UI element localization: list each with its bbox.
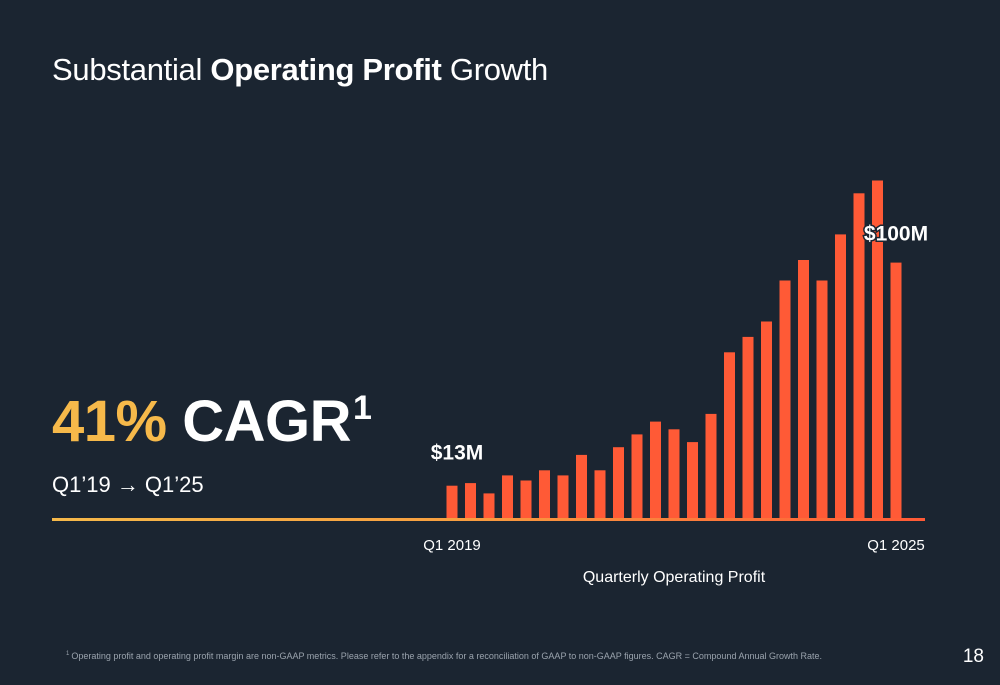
bar-q20 — [798, 260, 809, 519]
bar-q22 — [835, 234, 846, 519]
bar-q7 — [557, 475, 569, 519]
title-emphasis: Operating Profit — [210, 52, 442, 87]
bar-q9 — [594, 470, 606, 519]
bar-q4 — [502, 475, 513, 519]
cagr-value: 41% — [52, 389, 167, 454]
data-label-last: $100M — [864, 223, 928, 246]
footnote: 1 Operating profit and operating profit m… — [66, 651, 822, 661]
bar-data-labels: $13M $100M — [431, 221, 930, 465]
bar-q11 — [631, 434, 643, 519]
bar-q16 — [724, 352, 735, 519]
title-suffix: Growth — [441, 52, 548, 87]
bar-q6 — [539, 470, 550, 519]
footnote-mark: 1 — [66, 651, 70, 657]
bar-q1 — [446, 485, 458, 519]
chart-baseline — [52, 518, 925, 521]
data-label-first: $13M — [431, 442, 484, 465]
bar-q19 — [779, 280, 791, 519]
bar-q18 — [761, 321, 772, 519]
bar-q25 — [890, 262, 902, 519]
operating-profit-chart: $13M $100M Q1 2019 Q1 2025 Quarterly Oper… — [52, 180, 930, 586]
x-tick-first: Q1 2019 — [423, 537, 481, 554]
title-prefix: Substantial — [52, 52, 211, 87]
cagr-period: Q1’19 → Q1’25 — [52, 472, 204, 497]
bar-q3 — [483, 493, 495, 519]
bar-q23 — [853, 193, 865, 520]
cagr-footnote-mark: 1 — [353, 389, 372, 427]
bar-q17 — [742, 336, 754, 519]
bar-q5 — [520, 480, 532, 519]
bar-q14 — [687, 442, 698, 519]
bar-q2 — [465, 483, 476, 519]
slide-title: Substantial Operating Profit Growth — [52, 52, 548, 88]
footnote-text: Operating profit and operating profit ma… — [71, 651, 822, 661]
bar-series — [446, 180, 902, 520]
bar-q13 — [668, 429, 680, 520]
bar-q8 — [576, 454, 587, 519]
bar-q15 — [705, 413, 717, 519]
x-tick-last: Q1 2025 — [867, 537, 925, 554]
bar-q24 — [872, 180, 883, 519]
bar-q21 — [816, 280, 828, 519]
cagr-label: CAGR — [182, 389, 351, 454]
page-number: 18 — [962, 646, 984, 667]
bar-q10 — [613, 447, 624, 519]
x-axis-label: Quarterly Operating Profit — [583, 569, 766, 586]
bar-q12 — [650, 421, 661, 519]
cagr-headline: 41% CAGR1 — [52, 388, 372, 455]
